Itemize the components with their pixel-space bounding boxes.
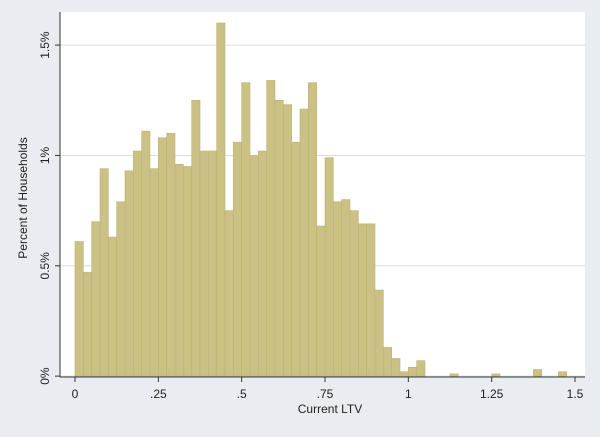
bar bbox=[91, 221, 101, 377]
bar bbox=[299, 108, 309, 377]
bar bbox=[274, 99, 284, 377]
bar bbox=[216, 22, 226, 377]
bar bbox=[166, 133, 176, 377]
bar bbox=[74, 241, 84, 377]
bar bbox=[266, 80, 276, 377]
x-tick-label: 1.25 bbox=[480, 387, 504, 401]
bar bbox=[374, 289, 384, 377]
bar bbox=[399, 371, 409, 377]
bar bbox=[449, 373, 459, 377]
bar bbox=[174, 163, 184, 377]
bar bbox=[83, 272, 92, 377]
bar bbox=[124, 170, 134, 377]
bar bbox=[133, 150, 142, 377]
bar bbox=[491, 373, 501, 377]
bar bbox=[366, 223, 376, 377]
y-tick-label: 1% bbox=[38, 146, 52, 164]
bar bbox=[108, 236, 117, 377]
bar bbox=[208, 150, 217, 377]
bar bbox=[391, 358, 401, 377]
y-tick-label: 1.5% bbox=[38, 31, 52, 59]
x-tick-label: .75 bbox=[317, 387, 334, 401]
bar bbox=[224, 210, 234, 377]
bar bbox=[249, 155, 259, 377]
bar bbox=[408, 366, 417, 377]
bar bbox=[141, 130, 151, 377]
bar bbox=[99, 168, 109, 377]
x-axis-title: Current LTV bbox=[298, 402, 362, 416]
y-tick-label: 0% bbox=[38, 367, 52, 385]
x-tick-label: 1.5 bbox=[567, 387, 584, 401]
y-axis-title: Percent of Households bbox=[16, 137, 30, 258]
bar bbox=[349, 210, 359, 377]
x-tick-label: .5 bbox=[237, 387, 247, 401]
bar bbox=[291, 141, 301, 377]
bar bbox=[233, 141, 242, 377]
x-tick-label: 1 bbox=[405, 387, 412, 401]
bar bbox=[533, 369, 542, 377]
bar bbox=[333, 201, 342, 377]
bar bbox=[199, 150, 209, 377]
x-tick-label: .25 bbox=[150, 387, 167, 401]
x-tick-label: 0 bbox=[72, 387, 79, 401]
bar bbox=[416, 360, 426, 377]
bar bbox=[258, 150, 267, 377]
bar bbox=[116, 201, 126, 377]
bar bbox=[341, 199, 351, 377]
bar bbox=[558, 371, 567, 377]
bar bbox=[191, 99, 201, 377]
bar bbox=[283, 104, 292, 377]
bar bbox=[158, 137, 167, 377]
y-tick-label: 0.5% bbox=[38, 252, 52, 280]
bar bbox=[358, 223, 367, 377]
bar bbox=[183, 166, 192, 377]
bar bbox=[383, 347, 392, 377]
bar bbox=[316, 225, 326, 377]
bar bbox=[308, 82, 317, 377]
bar bbox=[241, 82, 251, 377]
bar bbox=[149, 168, 159, 377]
bar bbox=[324, 157, 334, 377]
